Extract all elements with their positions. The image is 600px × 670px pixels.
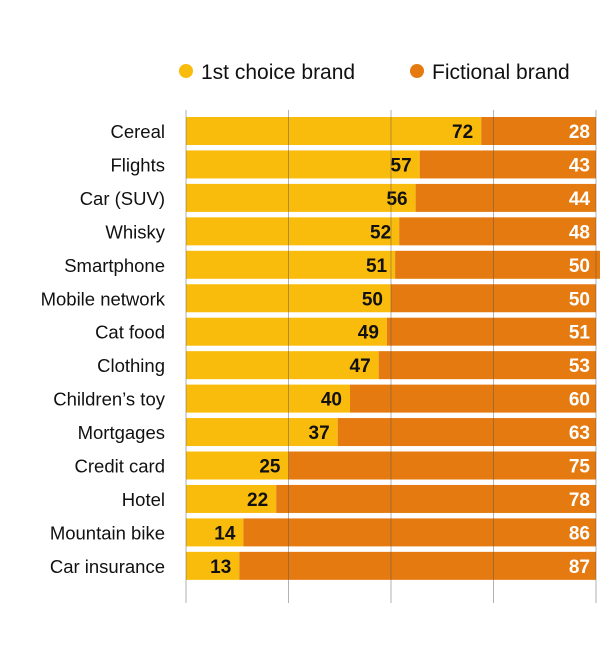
data-label-fictional: 63 (569, 423, 590, 444)
bar-segment-fictional (276, 484, 596, 513)
data-label-1st-choice: 13 (210, 557, 231, 578)
data-label-1st-choice: 56 (386, 189, 407, 210)
bar-segment-fictional (415, 183, 596, 212)
category-label: Mountain bike (50, 522, 165, 543)
bar-segment-1st-choice (186, 384, 350, 413)
category-label: Whisky (105, 221, 165, 242)
bar-segment-1st-choice (186, 351, 379, 380)
data-label-1st-choice: 72 (452, 122, 473, 143)
data-label-fictional: 48 (569, 222, 590, 243)
data-label-fictional: 50 (569, 256, 590, 277)
legend-swatch-1 (179, 64, 193, 78)
category-label: Flights (111, 154, 166, 175)
data-label-fictional: 86 (569, 523, 590, 544)
bar-segment-fictional (386, 317, 596, 346)
data-label-fictional: 28 (569, 122, 590, 143)
bar-segment-1st-choice (186, 418, 338, 447)
data-label-fictional: 60 (569, 390, 590, 411)
data-label-fictional: 75 (569, 457, 591, 478)
bar-segment-1st-choice (186, 451, 289, 480)
bar-segment-1st-choice (186, 183, 416, 212)
data-label-fictional: 44 (569, 189, 591, 210)
bar-segment-1st-choice (186, 217, 400, 246)
bar-segment-fictional (419, 150, 596, 179)
data-label-fictional: 51 (569, 323, 591, 344)
data-label-fictional: 78 (569, 490, 590, 511)
bar-segment-1st-choice (186, 518, 244, 547)
data-label-fictional: 43 (569, 155, 590, 176)
data-label-1st-choice: 40 (321, 390, 342, 411)
bar-segment-fictional (243, 518, 596, 547)
category-label: Mobile network (41, 288, 166, 309)
legend-label-1: 1st choice brand (201, 61, 355, 84)
data-label-1st-choice: 57 (391, 155, 412, 176)
bar-segment-fictional (350, 384, 596, 413)
bar-segment-fictional (239, 551, 597, 580)
bar-segment-1st-choice (186, 484, 277, 513)
bar-segment-fictional (337, 418, 596, 447)
bar-segment-fictional (395, 250, 600, 279)
bar-segment-fictional (481, 117, 596, 145)
category-label: Smartphone (64, 255, 165, 276)
bar-segment-fictional (391, 284, 596, 313)
bar-segment-1st-choice (186, 150, 420, 179)
data-label-1st-choice: 22 (247, 490, 268, 511)
data-label-1st-choice: 14 (214, 523, 236, 544)
bar-segment-fictional (288, 451, 596, 480)
category-label: Hotel (122, 489, 165, 510)
data-label-1st-choice: 51 (366, 256, 388, 277)
bar-segment-1st-choice (186, 250, 396, 279)
legend-swatch-2 (410, 64, 424, 78)
data-label-fictional: 50 (569, 289, 590, 310)
bar-segment-1st-choice (186, 284, 391, 313)
data-label-fictional: 53 (569, 356, 590, 377)
data-label-1st-choice: 25 (259, 457, 281, 478)
category-label: Mortgages (78, 422, 165, 443)
bar-segment-fictional (399, 217, 596, 246)
bar-segment-1st-choice (186, 551, 240, 580)
category-label: Car (SUV) (80, 188, 165, 209)
category-label: Car insurance (50, 556, 165, 577)
legend-label-2: Fictional brand (432, 61, 570, 84)
data-label-1st-choice: 50 (362, 289, 383, 310)
bar-segment-1st-choice (186, 317, 387, 346)
category-label: Clothing (97, 355, 165, 376)
data-label-1st-choice: 37 (309, 423, 330, 444)
data-label-1st-choice: 47 (350, 356, 371, 377)
category-label: Cat food (95, 322, 165, 343)
data-label-1st-choice: 52 (370, 222, 391, 243)
category-label: Children’s toy (53, 389, 165, 410)
data-label-fictional: 87 (569, 557, 590, 578)
data-label-1st-choice: 49 (358, 323, 379, 344)
bar-segment-fictional (378, 351, 596, 380)
category-label: Cereal (111, 121, 166, 142)
category-label: Credit card (75, 456, 165, 477)
bar-segment-1st-choice (186, 117, 482, 145)
